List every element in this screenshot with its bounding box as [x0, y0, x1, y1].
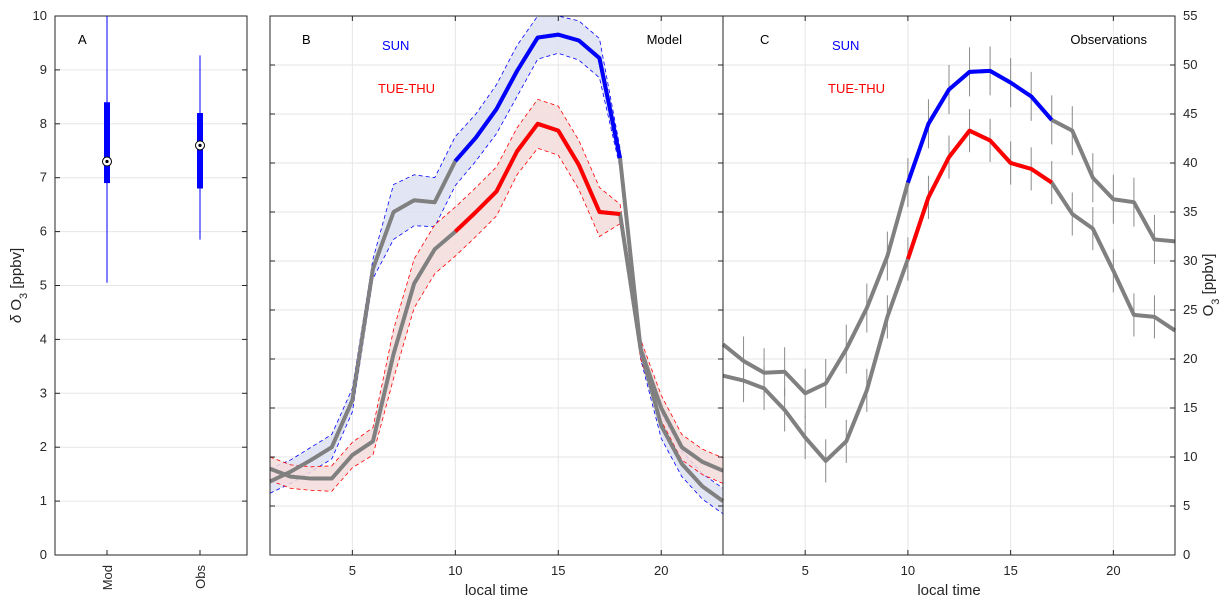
x-tick-label: 10: [448, 563, 462, 578]
y-tick-label: 25: [1183, 302, 1197, 317]
series-line-gray: [722, 128, 1177, 463]
panel-title: Model: [647, 32, 683, 47]
y-tick-label: 2: [40, 439, 47, 454]
x-tick-label: 15: [1003, 563, 1017, 578]
series-line-tue-thu: [906, 128, 1053, 260]
y-tick-label: 45: [1183, 106, 1197, 121]
x-tick-label: 10: [901, 563, 915, 578]
y-tick-label: 4: [40, 331, 47, 346]
y-tick-label: 40: [1183, 155, 1197, 170]
y-tick-label: 0: [1183, 547, 1190, 562]
y-tick-label: 5: [40, 278, 47, 293]
band-upper-edge: [269, 15, 724, 489]
y-tick-label: 10: [1183, 449, 1197, 464]
box-body: [197, 113, 203, 189]
panel-label-c: C: [760, 32, 769, 47]
box-median-dot: [105, 159, 109, 164]
panel-b-model: 5 10 15 20 local time B Model SUN TUE-THU: [269, 15, 725, 599]
y-tick-label: 20: [1183, 351, 1197, 366]
y-tick-label: 5: [1183, 498, 1190, 513]
y-tick-label: 1: [40, 493, 47, 508]
series-line-gray: [721, 68, 1176, 396]
y-tick-label: 50: [1183, 57, 1197, 72]
uncertainty-band: [270, 16, 723, 514]
box-median-dot: [198, 143, 202, 147]
x-tick-label: 5: [349, 563, 356, 578]
y-tick-label: 15: [1183, 400, 1197, 415]
y-tick-label: 3: [40, 385, 47, 400]
y-tick-label: 35: [1183, 204, 1197, 219]
x-tick-label: 5: [802, 563, 809, 578]
y-axis-label: δ O3 [ppbv]: [8, 248, 30, 323]
series-line-sun: [906, 68, 1054, 184]
panel-c-observations: 5 10 15 20 0 5 10 15 20 25 30 35 40 45 50 55 local time C…: [721, 8, 1222, 599]
panel-label-b: B: [302, 32, 311, 47]
legend-entry-tue-thu: TUE-THU: [378, 81, 435, 96]
panel-title: Observations: [1070, 32, 1147, 47]
axes-frame: [722, 15, 1176, 556]
series-line-sun: [453, 32, 623, 163]
y-tick-label: 30: [1183, 253, 1197, 268]
band-upper-edge: [269, 98, 724, 468]
series-line-tue-thu: [453, 121, 621, 234]
y-axis-label: O3 [ppbv]: [1200, 254, 1222, 317]
x-tick-label: Obs: [193, 565, 208, 589]
legend-entry-sun: SUN: [832, 38, 859, 53]
x-tick-label: Mod: [100, 565, 115, 590]
y-tick-label: 10: [33, 8, 47, 23]
y-tick-label: 9: [40, 62, 47, 77]
y-tick-label: 0: [40, 547, 47, 562]
band-lower-edge: [269, 52, 724, 515]
x-axis-label: local time: [465, 582, 528, 599]
panel-label-a: A: [78, 32, 87, 47]
y-tick-label: 7: [40, 170, 47, 185]
x-axis-label: local time: [917, 582, 980, 599]
y-tick-label: 8: [40, 116, 47, 131]
x-tick-label: 20: [1106, 563, 1120, 578]
legend-entry-sun: SUN: [382, 38, 409, 53]
legend-entry-tue-thu: TUE-THU: [828, 81, 885, 96]
panel-a: 0 1 2 3 4 5 6 7 8 9 10 Mod Obs Aδ O3 [ppbv]: [8, 8, 248, 590]
x-tick-label: 15: [551, 563, 565, 578]
y-tick-label: 55: [1183, 8, 1197, 23]
y-tick-label: 6: [40, 224, 47, 239]
box-body: [104, 102, 110, 184]
x-tick-label: 20: [654, 563, 668, 578]
